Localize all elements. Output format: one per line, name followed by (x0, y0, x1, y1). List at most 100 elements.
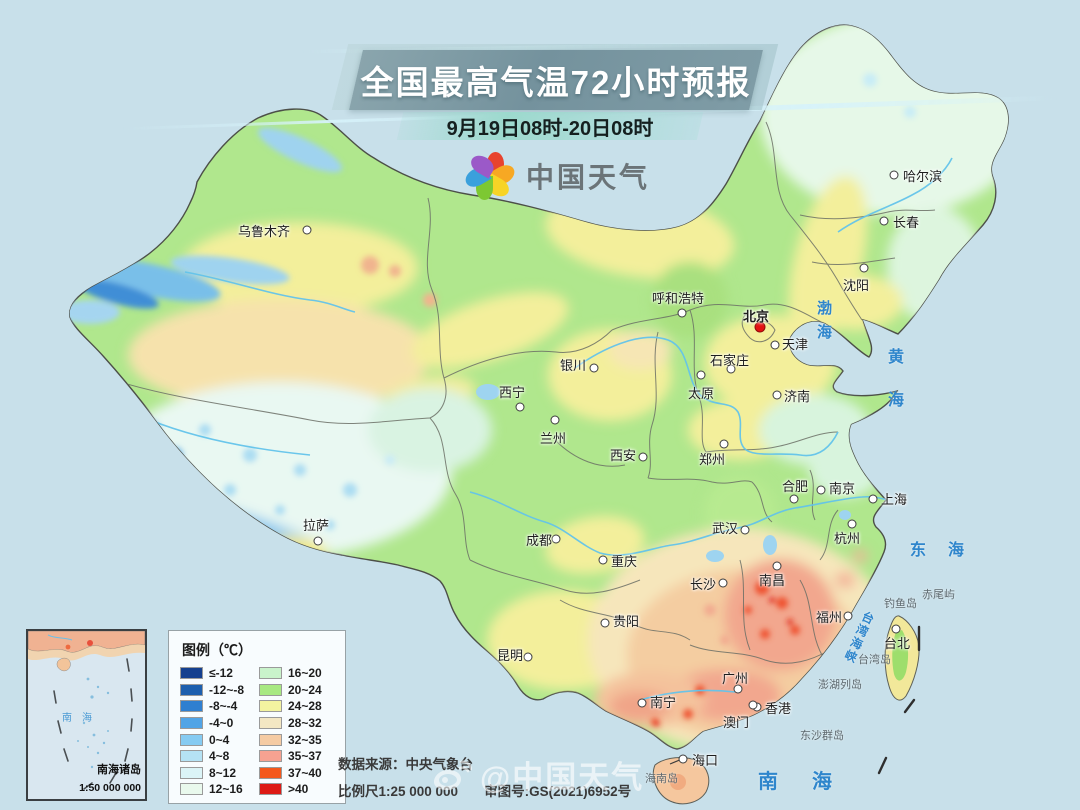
city-label-贵阳: 贵阳 (613, 615, 640, 630)
legend-item: 32~35 (259, 731, 338, 748)
city-label-济南: 济南 (784, 390, 811, 405)
legend-range-label: 37~40 (288, 765, 322, 780)
legend-title: 图例（℃） (182, 642, 252, 658)
city-marker-重庆 (598, 555, 608, 565)
legend-color-swatch (180, 766, 203, 779)
island-label-海南岛: 海南岛 (645, 772, 678, 785)
island-label-钓鱼岛: 钓鱼岛 (884, 597, 917, 610)
island-label-澎湖列岛: 澎湖列岛 (818, 678, 862, 691)
watermark-text: @中国天气 (480, 760, 645, 795)
city-label-南京: 南京 (829, 482, 856, 497)
city-label-福州: 福州 (816, 611, 843, 626)
city-label-南宁: 南宁 (650, 696, 677, 711)
inset-scale: 1:50 000 000 (79, 782, 141, 794)
brand-logo: 中国天气 (462, 151, 650, 201)
city-label-哈尔滨: 哈尔滨 (903, 170, 943, 185)
city-marker-贵阳 (600, 618, 610, 628)
city-marker-海口 (678, 754, 688, 764)
legend-color-swatch (259, 750, 282, 763)
inset-title: 南海诸岛 (97, 763, 141, 776)
city-label-长沙: 长沙 (690, 578, 717, 593)
city-marker-合肥 (789, 494, 799, 504)
temperature-legend: 图例（℃） ≤-12 -12~-8 -8~-4 -4~0 0~4 4~8 8~12 12~16… (168, 630, 346, 804)
city-marker-石家庄 (726, 364, 736, 374)
city-label-天津: 天津 (782, 338, 809, 353)
legend-color-swatch (180, 700, 203, 713)
legend-item: 4~8 (180, 748, 259, 765)
city-label-兰州: 兰州 (540, 432, 567, 447)
legend-range-label: 28~32 (288, 716, 322, 731)
city-marker-哈尔滨 (889, 170, 899, 180)
legend-range-label: 12~16 (209, 782, 243, 797)
city-marker-福州 (843, 611, 853, 621)
city-marker-南宁 (637, 698, 647, 708)
legend-item: -12~-8 (180, 682, 259, 699)
legend-item: 35~37 (259, 748, 338, 765)
city-label-广州: 广州 (722, 672, 749, 687)
city-marker-兰州 (550, 415, 560, 425)
legend-column-warm: 16~20 20~24 24~28 28~32 32~35 35~37 37~40 >40 (259, 665, 338, 798)
city-marker-北京 (754, 321, 766, 333)
city-marker-拉萨 (313, 536, 323, 546)
city-label-北京: 北京 (743, 310, 770, 325)
city-label-银川: 银川 (560, 359, 587, 374)
legend-range-label: 24~28 (288, 699, 322, 714)
south-china-sea-inset: 南海 南海诸岛 1:50 000 000 (26, 629, 147, 801)
city-label-长春: 长春 (893, 216, 920, 231)
legend-color-swatch (259, 766, 282, 779)
legend-item: 20~24 (259, 682, 338, 699)
city-label-郑州: 郑州 (699, 453, 726, 468)
city-marker-沈阳 (859, 263, 869, 273)
legend-color-swatch (259, 700, 282, 713)
city-marker-广州 (733, 684, 743, 694)
city-marker-南昌 (772, 561, 782, 571)
city-marker-昆明 (523, 652, 533, 662)
city-label-台北: 台北 (884, 637, 911, 652)
city-label-海口: 海口 (692, 754, 719, 769)
sea-label-黄海: 黄海 (885, 348, 904, 434)
legend-color-swatch (259, 717, 282, 730)
legend-range-label: 4~8 (209, 749, 230, 764)
sea-label-东海: 东海 (910, 540, 987, 559)
legend-range-label: -12~-8 (209, 682, 245, 697)
city-label-西安: 西安 (610, 449, 637, 464)
city-marker-武汉 (740, 525, 750, 535)
legend-item: 28~32 (259, 715, 338, 732)
city-label-南昌: 南昌 (759, 574, 786, 589)
city-label-石家庄: 石家庄 (710, 354, 750, 369)
legend-item: ≤-12 (180, 665, 259, 682)
legend-range-label: 20~24 (288, 682, 322, 697)
city-marker-太原 (696, 370, 706, 380)
legend-range-label: -4~0 (209, 716, 234, 731)
map-scale-license: 比例尺1:25 000 000 审图号:GS(2021)6952号 (338, 780, 657, 800)
weibo-icon (434, 760, 472, 790)
city-label-成都: 成都 (526, 534, 553, 549)
pinwheel-icon (462, 151, 518, 201)
legend-item: 16~20 (259, 665, 338, 682)
city-label-拉萨: 拉萨 (303, 519, 330, 534)
legend-range-label: ≤-12 (209, 666, 233, 681)
city-marker-长春 (879, 216, 889, 226)
city-label-澳门: 澳门 (723, 716, 750, 731)
city-label-昆明: 昆明 (497, 649, 524, 664)
legend-color-swatch (259, 783, 282, 796)
inset-map-graphic (28, 631, 145, 799)
city-label-武汉: 武汉 (712, 522, 739, 537)
legend-item: 12~16 (180, 781, 259, 798)
legend-color-swatch (180, 683, 203, 696)
legend-range-label: 16~20 (288, 666, 322, 681)
city-marker-天津 (770, 340, 780, 350)
city-marker-呼和浩特 (677, 308, 687, 318)
city-label-乌鲁木齐: 乌鲁木齐 (238, 225, 291, 240)
legend-item: -4~0 (180, 715, 259, 732)
watermark: @中国天气 (432, 752, 644, 797)
city-label-杭州: 杭州 (834, 532, 861, 547)
inset-sea-label: 南海 (62, 713, 102, 724)
legend-range-label: 8~12 (209, 765, 237, 780)
map-scale: 比例尺1:25 000 000 (338, 784, 459, 799)
legend-color-swatch (180, 750, 203, 763)
city-marker-成都 (551, 534, 561, 544)
city-marker-郑州 (719, 439, 729, 449)
